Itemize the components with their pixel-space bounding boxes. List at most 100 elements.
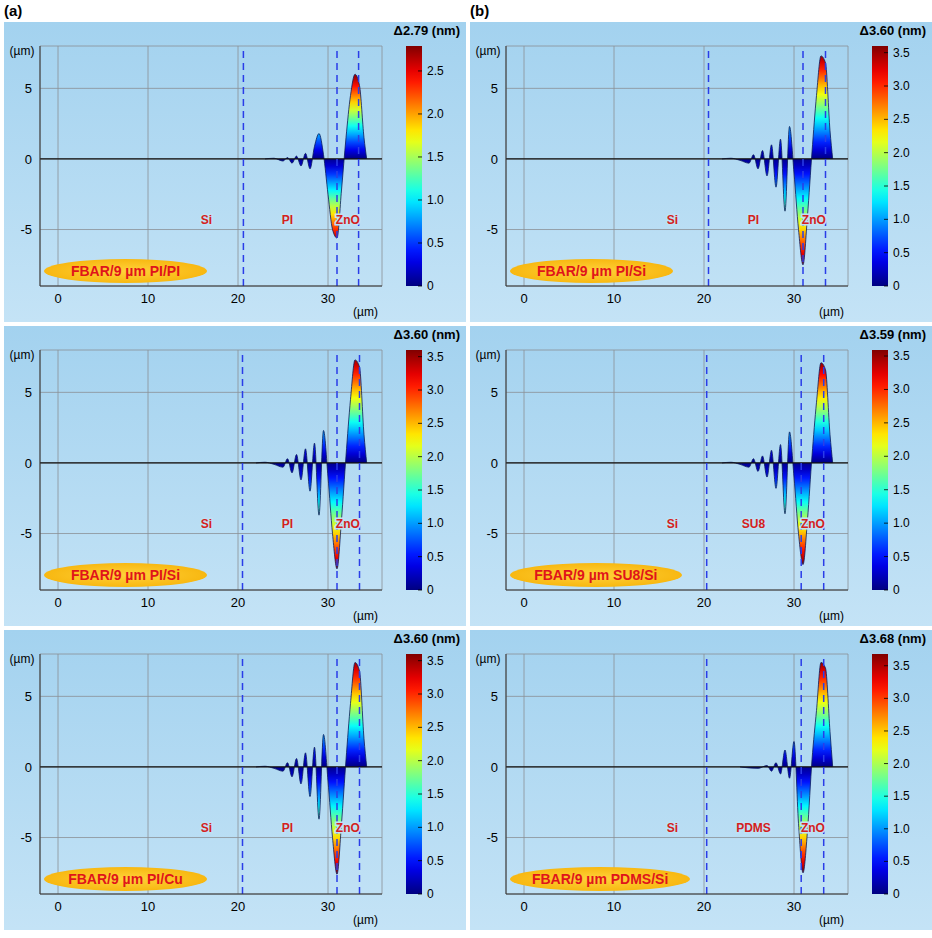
svg-text:(µm): (µm)	[819, 305, 844, 319]
svg-text:3.0: 3.0	[427, 383, 444, 397]
svg-text:ZnO: ZnO	[801, 517, 825, 531]
svg-text:2.0: 2.0	[427, 754, 444, 768]
svg-text:(µm): (µm)	[10, 652, 35, 666]
svg-text:20: 20	[697, 595, 711, 610]
svg-text:1.0: 1.0	[893, 516, 910, 530]
svg-text:5: 5	[491, 385, 498, 400]
svg-text:ZnO: ZnO	[336, 213, 360, 227]
svg-text:0.5: 0.5	[893, 854, 910, 868]
svg-text:PI: PI	[282, 517, 293, 531]
svg-text:1.5: 1.5	[427, 483, 444, 497]
svg-text:1.5: 1.5	[427, 150, 444, 164]
svg-text:1.5: 1.5	[893, 179, 910, 193]
svg-text:2.5: 2.5	[893, 416, 910, 430]
svg-text:3.5: 3.5	[427, 350, 444, 364]
svg-text:ZnO: ZnO	[336, 821, 360, 835]
svg-text:3.5: 3.5	[427, 654, 444, 668]
svg-text:30: 30	[321, 291, 335, 306]
svg-text:30: 30	[787, 595, 801, 610]
svg-text:ZnO: ZnO	[802, 213, 826, 227]
svg-text:0: 0	[427, 887, 434, 901]
svg-text:5: 5	[25, 81, 32, 96]
svg-text:20: 20	[231, 595, 245, 610]
svg-text:(µm): (µm)	[353, 609, 378, 623]
svg-text:3.0: 3.0	[893, 691, 910, 705]
svg-text:1.0: 1.0	[893, 212, 910, 226]
svg-text:-5: -5	[486, 830, 498, 845]
svg-text:0: 0	[54, 291, 61, 306]
svg-text:ZnO: ZnO	[336, 517, 360, 531]
svg-text:5: 5	[25, 689, 32, 704]
svg-text:(µm): (µm)	[819, 609, 844, 623]
svg-text:0.5: 0.5	[893, 246, 910, 260]
svg-text:2.0: 2.0	[427, 450, 444, 464]
svg-text:10: 10	[141, 595, 155, 610]
svg-text:20: 20	[231, 899, 245, 914]
svg-text:0: 0	[893, 887, 900, 901]
svg-text:-5: -5	[486, 526, 498, 541]
svg-text:30: 30	[321, 899, 335, 914]
svg-text:3.0: 3.0	[893, 79, 910, 93]
svg-text:30: 30	[787, 899, 801, 914]
svg-text:(µm): (µm)	[353, 913, 378, 927]
svg-text:PDMS: PDMS	[736, 821, 771, 835]
svg-text:SU8: SU8	[742, 517, 766, 531]
svg-text:0: 0	[54, 595, 61, 610]
svg-text:0: 0	[520, 291, 527, 306]
svg-text:2.5: 2.5	[427, 64, 444, 78]
svg-text:10: 10	[141, 291, 155, 306]
svg-text:2.0: 2.0	[427, 107, 444, 121]
svg-text:(µm): (µm)	[10, 348, 35, 362]
svg-text:0: 0	[520, 899, 527, 914]
svg-text:0: 0	[25, 456, 32, 471]
svg-text:ZnO: ZnO	[801, 821, 825, 835]
svg-text:0.5: 0.5	[427, 854, 444, 868]
svg-text:2.5: 2.5	[893, 724, 910, 738]
svg-text:PI: PI	[748, 213, 759, 227]
svg-text:0: 0	[25, 152, 32, 167]
svg-text:1.5: 1.5	[893, 789, 910, 803]
svg-text:(µm): (µm)	[476, 44, 501, 58]
svg-text:(µm): (µm)	[476, 652, 501, 666]
svg-text:2.0: 2.0	[893, 449, 910, 463]
svg-text:0: 0	[893, 279, 900, 293]
svg-text:2.0: 2.0	[893, 146, 910, 160]
svg-text:10: 10	[607, 291, 621, 306]
svg-text:3.5: 3.5	[893, 659, 910, 673]
svg-text:Si: Si	[667, 821, 678, 835]
svg-text:2.5: 2.5	[427, 416, 444, 430]
svg-text:Si: Si	[667, 517, 678, 531]
svg-text:Si: Si	[201, 821, 212, 835]
svg-text:20: 20	[231, 291, 245, 306]
svg-text:0: 0	[427, 279, 434, 293]
svg-text:(µm): (µm)	[476, 348, 501, 362]
svg-text:Si: Si	[667, 213, 678, 227]
svg-text:0: 0	[893, 583, 900, 597]
svg-text:30: 30	[787, 291, 801, 306]
svg-text:3.0: 3.0	[427, 687, 444, 701]
svg-text:10: 10	[141, 899, 155, 914]
svg-text:-5: -5	[20, 222, 32, 237]
svg-text:2.5: 2.5	[427, 720, 444, 734]
svg-text:0: 0	[427, 583, 434, 597]
svg-text:(µm): (µm)	[353, 305, 378, 319]
svg-text:2.0: 2.0	[893, 757, 910, 771]
svg-text:-5: -5	[20, 526, 32, 541]
svg-text:0.5: 0.5	[427, 236, 444, 250]
svg-text:3.5: 3.5	[893, 349, 910, 363]
svg-text:0: 0	[520, 595, 527, 610]
svg-text:20: 20	[697, 899, 711, 914]
svg-text:20: 20	[697, 291, 711, 306]
svg-text:-5: -5	[486, 222, 498, 237]
svg-text:0: 0	[491, 760, 498, 775]
svg-text:0: 0	[25, 760, 32, 775]
svg-text:-5: -5	[20, 830, 32, 845]
svg-text:0.5: 0.5	[893, 550, 910, 564]
svg-text:10: 10	[607, 595, 621, 610]
svg-text:(µm): (µm)	[819, 913, 844, 927]
svg-text:0.5: 0.5	[427, 550, 444, 564]
svg-text:5: 5	[491, 689, 498, 704]
svg-text:5: 5	[25, 385, 32, 400]
svg-text:PI: PI	[282, 213, 293, 227]
svg-text:1.5: 1.5	[427, 787, 444, 801]
